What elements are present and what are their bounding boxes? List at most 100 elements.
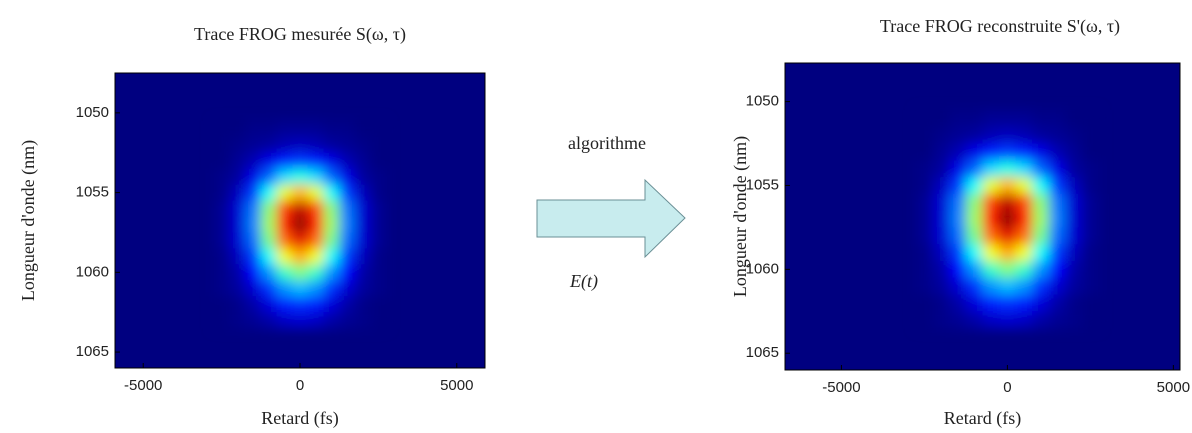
heatmap-cell bbox=[949, 227, 967, 245]
heatmap-cell bbox=[965, 160, 983, 178]
heatmap-cell bbox=[1015, 277, 1033, 296]
heatmap-cell bbox=[1082, 294, 1100, 312]
y-tick-label: 1050 bbox=[76, 104, 109, 121]
process-arrow bbox=[536, 178, 686, 259]
heatmap-cell bbox=[370, 312, 387, 329]
heatmap-cell bbox=[1032, 143, 1050, 161]
heatmap-cell bbox=[1082, 260, 1100, 279]
heatmap-cell bbox=[999, 177, 1017, 195]
heatmap-cell bbox=[260, 136, 277, 154]
heatmap-cell bbox=[229, 296, 246, 313]
arrow-label: algorithme bbox=[568, 133, 646, 153]
heatmap-cell bbox=[1065, 193, 1083, 212]
heatmap-cell bbox=[307, 152, 325, 170]
heatmap-cell bbox=[307, 312, 325, 329]
heatmap-cell bbox=[982, 260, 1000, 279]
heatmap-cell bbox=[292, 264, 309, 281]
heatmap-cell bbox=[1048, 160, 1066, 178]
y-tick-label: 1065 bbox=[76, 343, 109, 360]
x-tick-label: 0 bbox=[296, 377, 304, 394]
heatmap-cell bbox=[213, 264, 230, 281]
heatmap-cell bbox=[245, 136, 262, 154]
heatmap-cell bbox=[370, 184, 387, 202]
heatmap-cell bbox=[1048, 109, 1066, 128]
heatmap-cell bbox=[260, 216, 277, 233]
heatmap-cell bbox=[370, 264, 387, 281]
heatmap-cell bbox=[213, 120, 230, 138]
heatmap-cell bbox=[1065, 260, 1083, 279]
heatmap-cell bbox=[982, 294, 1000, 312]
heatmap-cell bbox=[932, 210, 950, 228]
heatmap-cell bbox=[949, 277, 967, 296]
heatmap-cell bbox=[1032, 311, 1050, 329]
heatmap-cell bbox=[354, 168, 372, 186]
heatmap-cell bbox=[339, 232, 356, 249]
heatmap-cell bbox=[1048, 143, 1066, 161]
heatmap-cell bbox=[916, 160, 934, 178]
heatmap-cell bbox=[323, 168, 340, 186]
heatmap-cell bbox=[339, 312, 356, 329]
heatmap-cell bbox=[370, 152, 387, 170]
heatmap-cell bbox=[370, 136, 387, 154]
heatmap-cell bbox=[1015, 109, 1033, 128]
heatmap-cell bbox=[307, 136, 325, 154]
heatmap-cell bbox=[229, 248, 246, 265]
heatmap-cell bbox=[370, 232, 387, 249]
heatmap-cell bbox=[292, 232, 309, 249]
heatmap-cell bbox=[1082, 126, 1100, 145]
heatmap-cell bbox=[965, 109, 983, 128]
heatmap-cell bbox=[1082, 193, 1100, 212]
heatmap-cell bbox=[1065, 126, 1083, 145]
heatmap-cell bbox=[213, 136, 230, 154]
heatmap-cell bbox=[1015, 311, 1033, 329]
heatmap-cell bbox=[1048, 277, 1066, 296]
heatmap-cell bbox=[354, 232, 372, 249]
heatmap-cell bbox=[1032, 160, 1050, 178]
heatmap-cell bbox=[213, 280, 230, 297]
heatmap-cell bbox=[260, 120, 277, 138]
heatmap-cell bbox=[999, 277, 1017, 296]
heatmap-cell bbox=[1065, 177, 1083, 195]
heatmap-cell bbox=[1032, 177, 1050, 195]
heatmap-cell bbox=[932, 143, 950, 161]
heatmap-cell bbox=[323, 296, 340, 313]
heatmap-cell bbox=[245, 200, 262, 218]
heatmap-cell bbox=[260, 264, 277, 281]
heatmap-cell bbox=[982, 244, 1000, 262]
heatmap-cell bbox=[916, 177, 934, 195]
heatmap-cell bbox=[276, 264, 293, 281]
heatmap-cell bbox=[1015, 143, 1033, 161]
heatmap-cell bbox=[916, 109, 934, 128]
heatmap-cell bbox=[1032, 193, 1050, 212]
heatmap-cell bbox=[323, 152, 340, 170]
heatmap-cell bbox=[323, 200, 340, 218]
heatmap-cell bbox=[999, 260, 1017, 279]
x-axis-label: Retard (fs) bbox=[944, 408, 1021, 429]
heatmap-cell bbox=[260, 200, 277, 218]
heatmap-cell bbox=[307, 264, 325, 281]
heatmap-cell bbox=[260, 152, 277, 170]
heatmap-cell bbox=[982, 177, 1000, 195]
heatmap-cell bbox=[1015, 227, 1033, 245]
heatmap-cell bbox=[999, 193, 1017, 212]
heatmap-cell bbox=[932, 294, 950, 312]
heatmap-cell bbox=[932, 109, 950, 128]
heatmap-cell bbox=[245, 248, 262, 265]
heatmap-cell bbox=[949, 160, 967, 178]
heatmap-cell bbox=[307, 120, 325, 138]
heatmap-cell bbox=[213, 248, 230, 265]
heatmap-cell bbox=[965, 126, 983, 145]
heatmap-cell bbox=[245, 184, 262, 202]
heatmap-cell bbox=[260, 296, 277, 313]
heatmap-cell bbox=[276, 248, 293, 265]
heatmap-cell bbox=[229, 120, 246, 138]
y-axis-label: Longueur d'onde (nm) bbox=[730, 136, 751, 297]
heatmap-cell bbox=[982, 160, 1000, 178]
heatmap-cell bbox=[1032, 244, 1050, 262]
heatmap-cell bbox=[339, 264, 356, 281]
heatmap-cell bbox=[1048, 193, 1066, 212]
heatmap-cell bbox=[1048, 294, 1066, 312]
heatmap-cell bbox=[982, 227, 1000, 245]
heatmap-cell bbox=[916, 244, 934, 262]
